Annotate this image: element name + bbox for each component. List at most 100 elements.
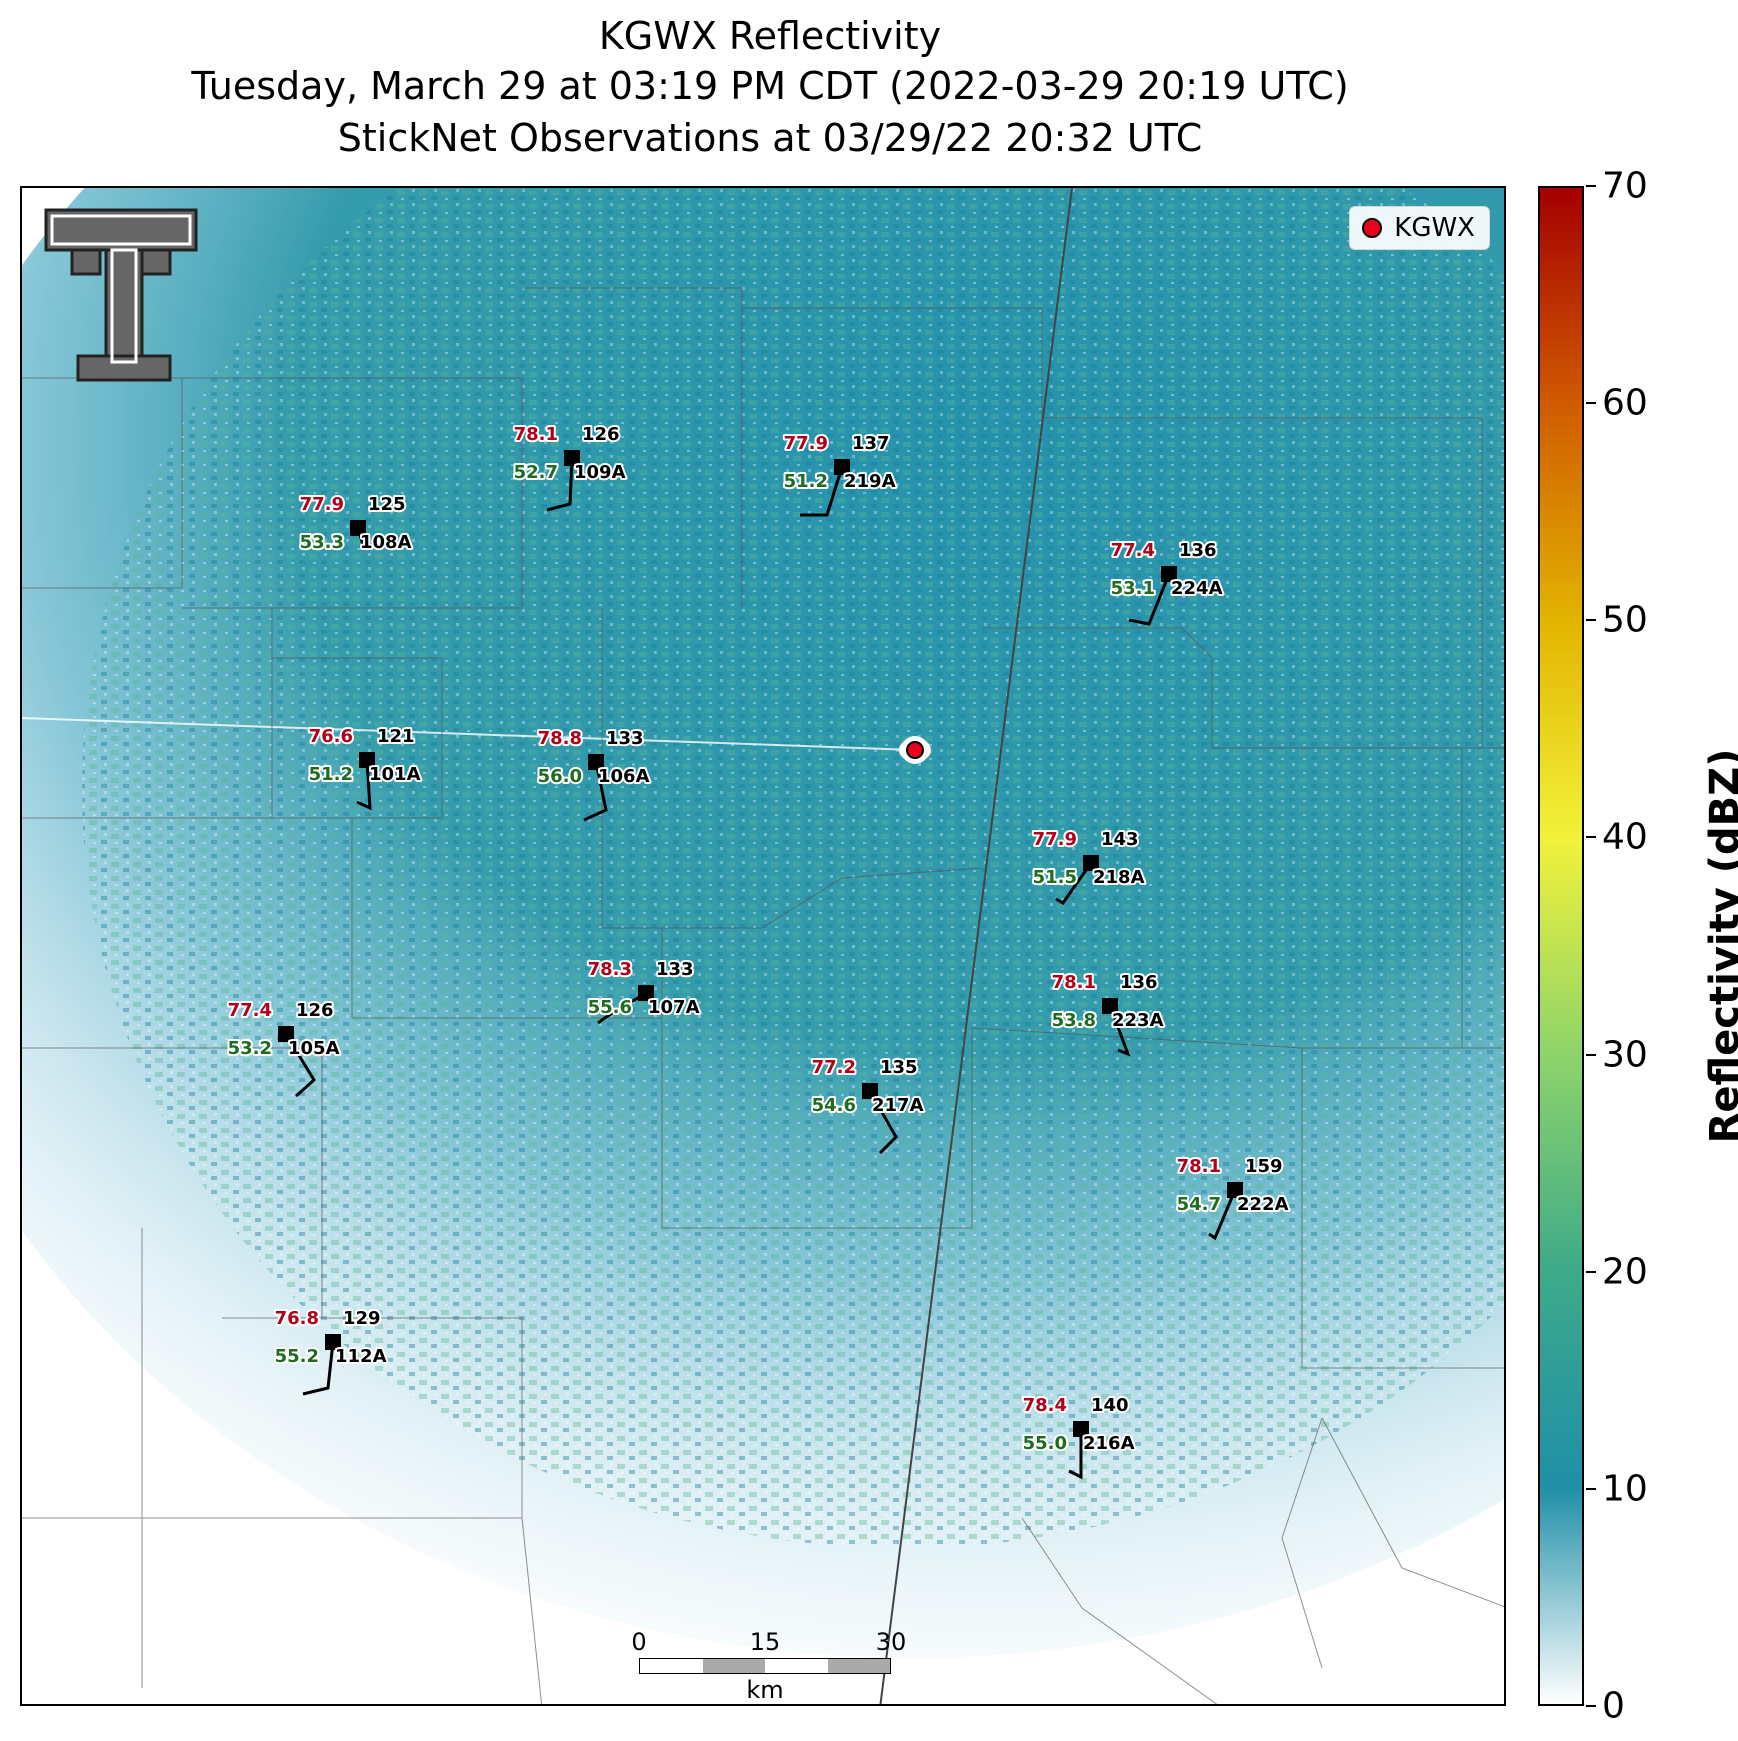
- station-id: 218A: [1093, 867, 1145, 888]
- wind-barb: [284, 1033, 316, 1098]
- station-id: 105A: [288, 1038, 340, 1059]
- stickNet-station[interactable]: 78.1 126 52.7 109A: [512, 422, 628, 512]
- colorbar-tick-mark: [1586, 402, 1596, 405]
- station-dewpoint: 51.2: [309, 764, 353, 785]
- station-id: 112A: [335, 1346, 387, 1367]
- station-marker: [564, 450, 580, 466]
- stickNet-station[interactable]: 78.1 136 53.8 223A: [1050, 970, 1166, 1057]
- station-pressure: 143: [1101, 829, 1139, 850]
- station-marker: [1083, 855, 1099, 871]
- radar-map[interactable]: 77.9 125 53.3 108A 78.1 126 52.7 109A 77.9 137 51.…: [20, 186, 1506, 1706]
- station-marker: [862, 1083, 878, 1099]
- stickNet-station[interactable]: 77.9 143 51.5 218A: [1031, 827, 1147, 905]
- colorbar-tick-mark: [1586, 185, 1596, 187]
- station-pressure: 136: [1120, 972, 1158, 993]
- station-dewpoint: 56.0: [538, 766, 582, 787]
- stickNet-station[interactable]: 76.8 129 55.2 112A: [273, 1306, 389, 1396]
- scale-tick-15: 15: [749, 1628, 781, 1656]
- colorbar: [1538, 186, 1584, 1706]
- colorbar-tick-mark: [1586, 836, 1596, 839]
- station-id: 216A: [1083, 1433, 1135, 1454]
- colorbar-tick-label: 70: [1602, 165, 1648, 207]
- station-marker: [350, 520, 366, 536]
- stickNet-station[interactable]: 78.3 133 55.6 107A: [586, 957, 702, 1025]
- wind-barb: [583, 761, 608, 822]
- wind-barb: [356, 759, 372, 811]
- station-marker: [1227, 1182, 1243, 1198]
- station-marker: [1073, 1421, 1089, 1437]
- colorbar-tick-label: 10: [1602, 1468, 1648, 1510]
- scale-tick-30: 30: [875, 1628, 907, 1656]
- station-temperature: 78.8: [538, 728, 582, 749]
- wind-barb: [1128, 573, 1171, 626]
- station-id: 223A: [1112, 1010, 1164, 1031]
- station-temperature: 78.1: [1052, 972, 1096, 993]
- station-dewpoint: 54.6: [812, 1095, 856, 1116]
- station-temperature: 77.2: [812, 1057, 856, 1078]
- scale-bar-segments: [639, 1658, 891, 1674]
- colorbar-title: Reflectivity (dBZ): [1702, 748, 1738, 1144]
- stickNet-station[interactable]: 77.4 136 53.1 224A: [1109, 538, 1225, 626]
- station-pressure: 125: [368, 494, 406, 515]
- station-marker: [638, 985, 654, 1001]
- station-temperature: 78.3: [588, 959, 632, 980]
- colorbar-tick-mark: [1586, 1270, 1596, 1273]
- stickNet-station[interactable]: 78.4 140 55.0 216A: [1021, 1393, 1137, 1480]
- station-temperature: 76.8: [275, 1308, 319, 1329]
- station-temperature: 78.4: [1023, 1395, 1067, 1416]
- wind-barb: [597, 991, 647, 1025]
- stickNet-station[interactable]: 77.9 125 53.3 108A: [298, 492, 414, 555]
- station-pressure: 140: [1091, 1395, 1129, 1416]
- station-dewpoint: 53.8: [1052, 1010, 1096, 1031]
- station-marker: [1161, 566, 1177, 582]
- station-marker: [325, 1334, 341, 1350]
- station-id: 106A: [598, 766, 650, 787]
- station-marker: [278, 1026, 294, 1042]
- station-dewpoint: 55.0: [1023, 1433, 1067, 1454]
- station-id: 101A: [369, 764, 421, 785]
- legend-label: KGWX: [1394, 213, 1475, 243]
- station-dewpoint: 51.2: [784, 471, 828, 492]
- station-pressure: 129: [343, 1308, 381, 1329]
- colorbar-tick-label: 50: [1602, 599, 1648, 641]
- radar-site-marker[interactable]: [899, 738, 931, 762]
- stickNet-station[interactable]: 78.1 159 54.7 222A: [1175, 1154, 1291, 1241]
- station-id: 109A: [574, 462, 626, 483]
- wind-barb: [302, 1341, 335, 1396]
- station-temperature: 77.4: [1111, 540, 1155, 561]
- stickNet-station[interactable]: 77.4 126 53.2 105A: [226, 998, 342, 1098]
- station-dewpoint: 55.2: [275, 1346, 319, 1367]
- station-marker: [834, 459, 850, 475]
- station-temperature: 77.9: [1033, 829, 1077, 850]
- station-dewpoint: 53.2: [228, 1038, 272, 1059]
- scale-tick-0: 0: [631, 1628, 647, 1656]
- colorbar-tick-label: 40: [1602, 816, 1648, 858]
- stickNet-station[interactable]: 77.2 135 54.6 217A: [810, 1055, 926, 1155]
- station-pressure: 133: [606, 728, 644, 749]
- scale-bar: 0 15 30 km: [631, 1628, 906, 1704]
- wind-barb: [800, 466, 844, 517]
- station-pressure: 121: [377, 726, 415, 747]
- station-pressure: 133: [656, 959, 694, 980]
- stickNet-station[interactable]: 77.9 137 51.2 219A: [782, 431, 898, 517]
- station-id: 107A: [648, 997, 700, 1018]
- station-dewpoint: 51.5: [1033, 867, 1077, 888]
- station-pressure: 126: [296, 1000, 334, 1021]
- wind-barb: [868, 1090, 898, 1155]
- station-dewpoint: 53.1: [1111, 578, 1155, 599]
- station-temperature: 77.9: [300, 494, 344, 515]
- station-id: 217A: [872, 1095, 924, 1116]
- colorbar-tick-mark: [1586, 1487, 1596, 1490]
- station-dewpoint: 54.7: [1177, 1194, 1221, 1215]
- station-temperature: 77.4: [228, 1000, 272, 1021]
- station-dewpoint: 52.7: [514, 462, 558, 483]
- stickNet-station[interactable]: 76.6 121 51.2 101A: [307, 724, 423, 811]
- station-dewpoint: 53.3: [300, 532, 344, 553]
- stickNet-station[interactable]: 78.8 133 56.0 106A: [536, 726, 652, 822]
- station-temperature: 76.6: [309, 726, 353, 747]
- title-line-1: KGWX Reflectivity: [598, 14, 942, 58]
- colorbar-tick-mark: [1586, 619, 1596, 622]
- wind-barb: [1068, 1429, 1083, 1480]
- station-marker: [359, 752, 375, 768]
- station-id: 108A: [360, 532, 412, 553]
